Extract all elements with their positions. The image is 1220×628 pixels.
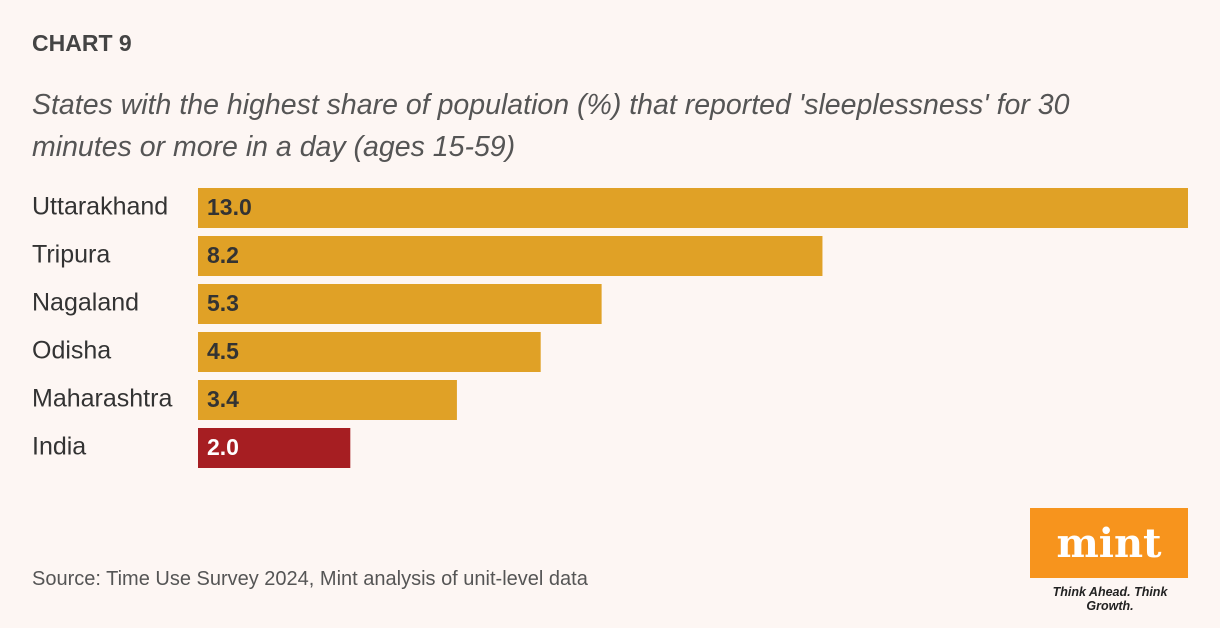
bar [198,380,457,420]
logo: mint [1030,508,1188,578]
bar [198,332,541,372]
data-label: 5.3 [207,290,239,316]
category-label: Maharashtra [32,385,172,413]
bar [198,428,351,468]
data-label: 2.0 [207,434,239,460]
bar [198,188,1188,228]
data-label: 3.4 [207,386,239,412]
bar [198,284,602,324]
category-label: Odisha [32,337,111,365]
chart-title: States with the highest share of populat… [32,89,1070,163]
category-label: Uttarakhand [32,193,168,221]
data-label: 4.5 [207,338,239,364]
category-label: Nagaland [32,289,139,317]
data-label: 8.2 [207,242,239,268]
category-label: India [32,433,86,461]
category-label: Tripura [32,241,110,269]
bar [198,236,823,276]
kicker: CHART 9 [32,30,132,56]
data-label: 13.0 [207,194,252,220]
source: Source: Time Use Survey 2024, Mint analy… [32,568,588,590]
tagline: Think Ahead. Think Growth. [1052,585,1168,613]
